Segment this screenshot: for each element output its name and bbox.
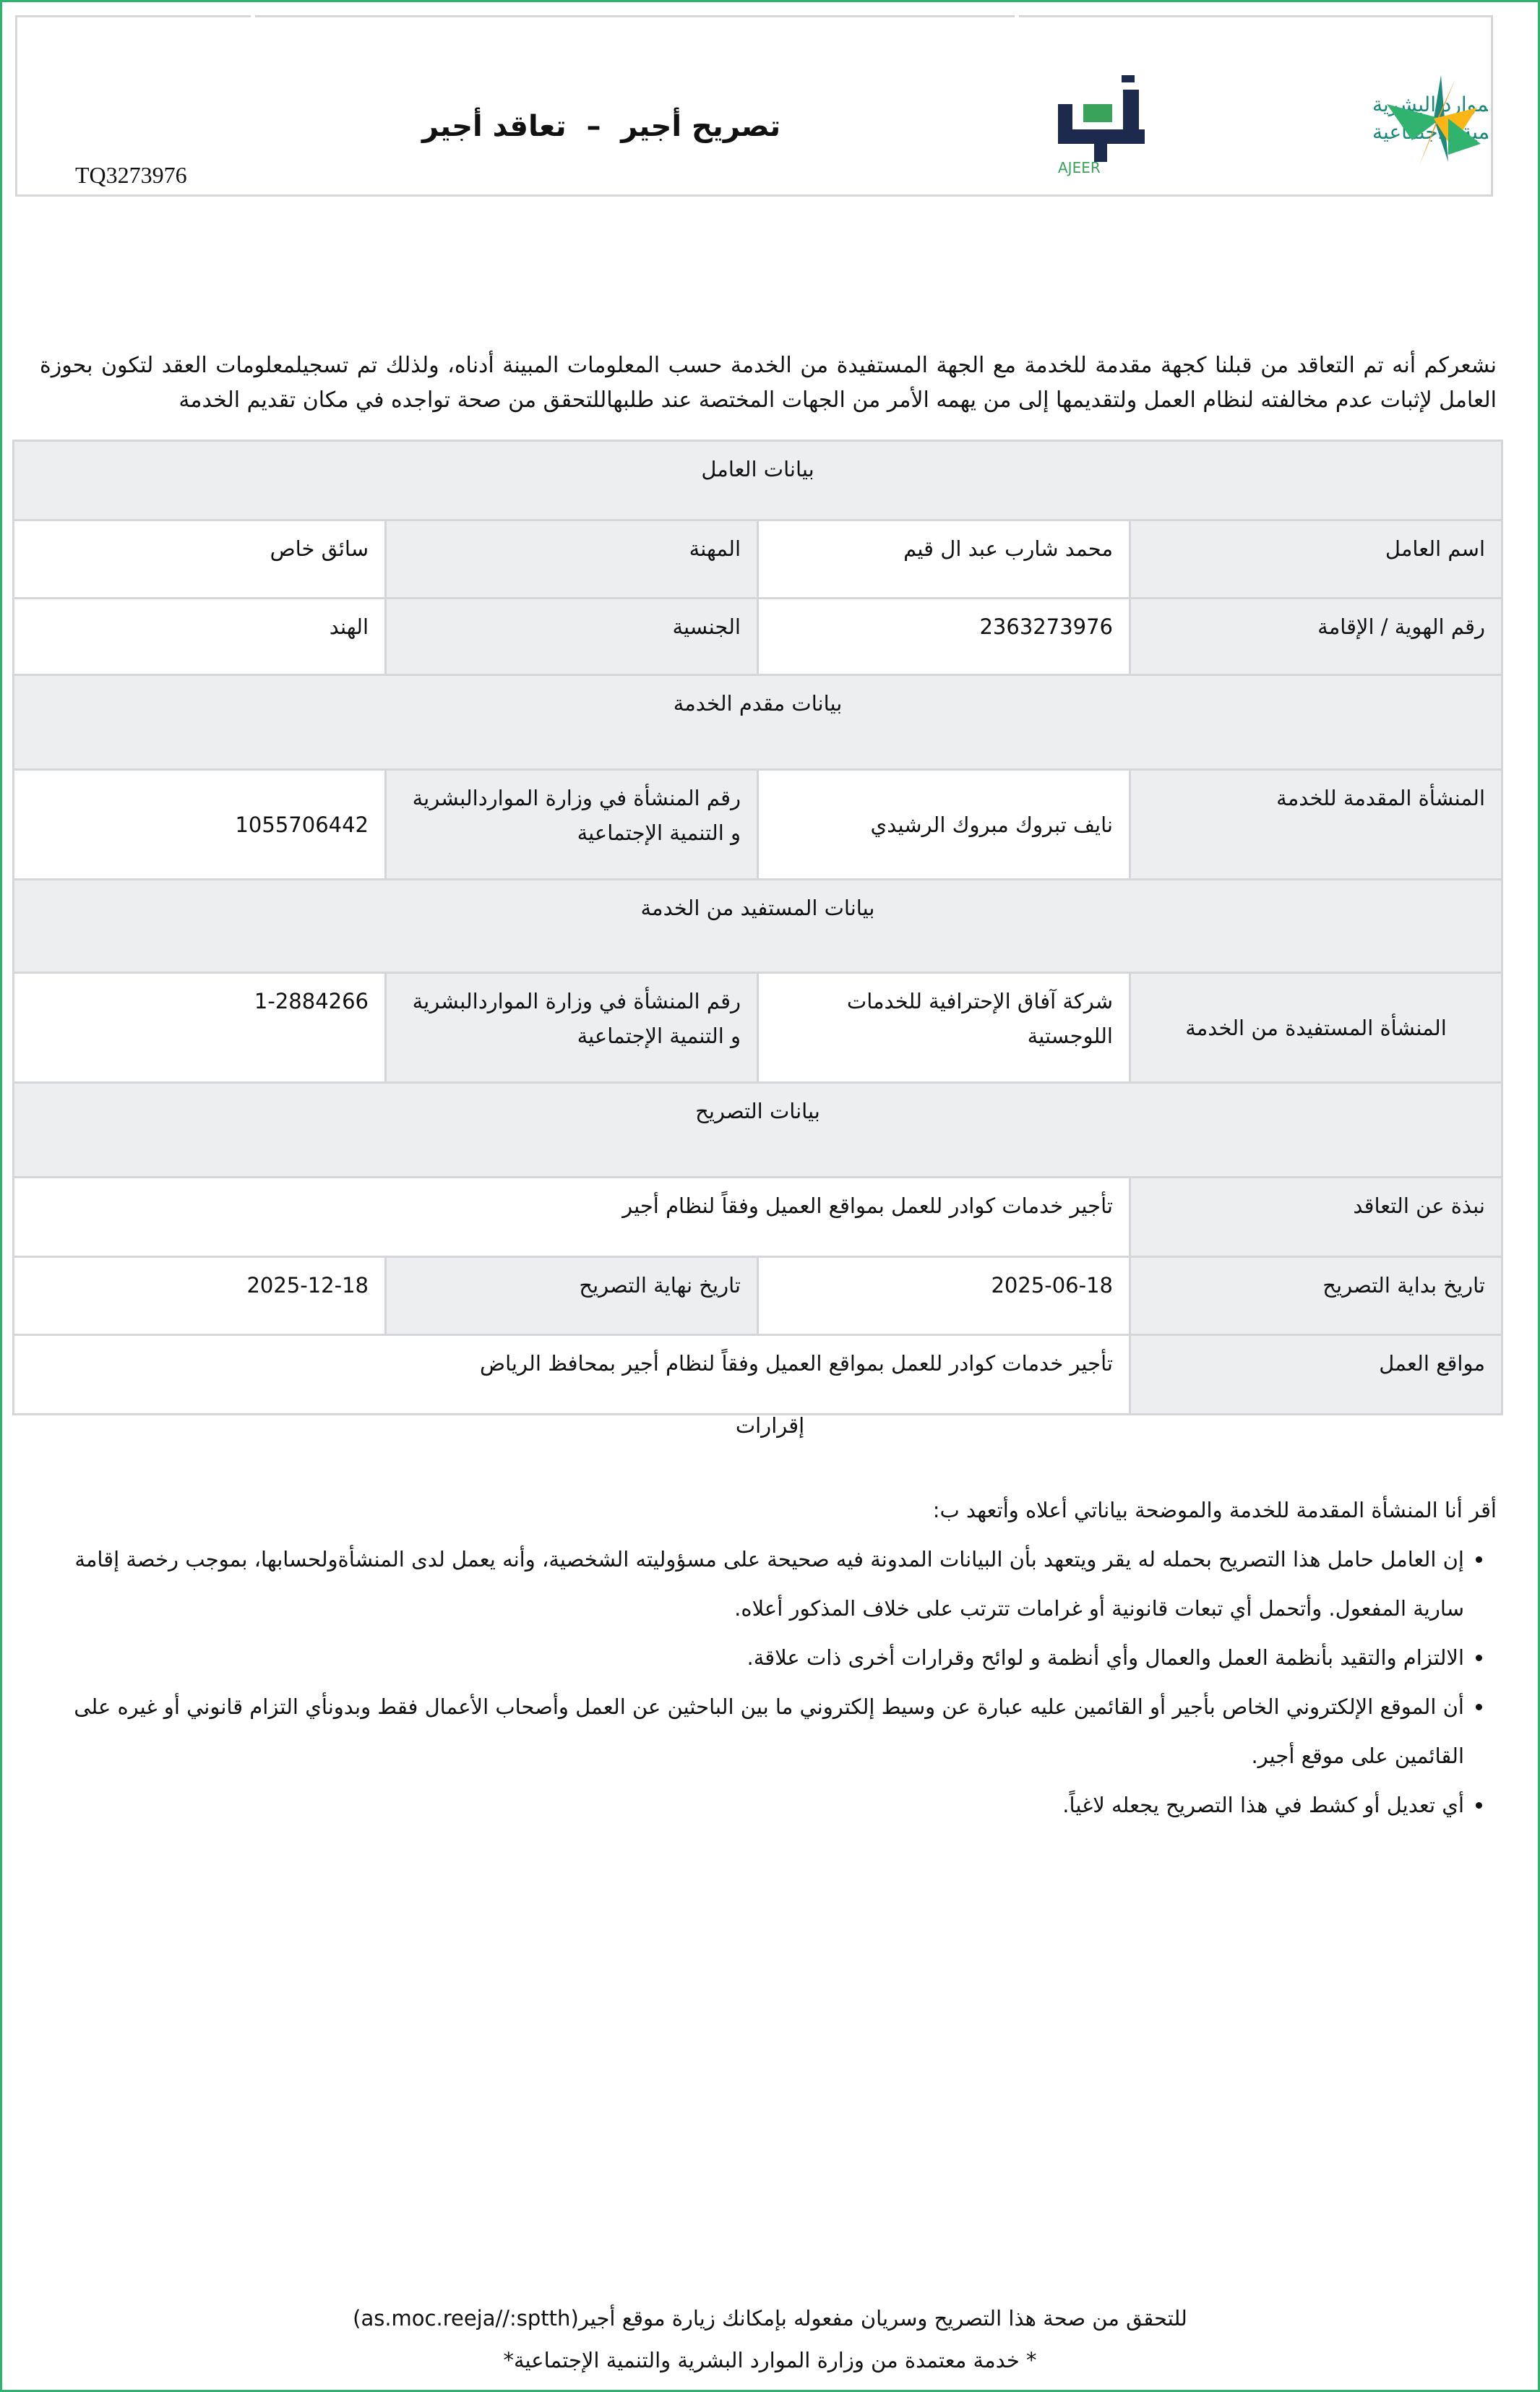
svg-text:AJEER: AJEER (1058, 159, 1101, 176)
declarations-intro: أقر أنا المنشأة المقدمة للخدمة والموضحة … (932, 1498, 1497, 1522)
job-label: المهنة (384, 519, 759, 599)
locations: تأجير خدمات كوادر للعمل بمواقع العميل وف… (12, 1334, 1131, 1415)
nationality-label: الجنسية (384, 597, 759, 676)
provider-number: 1055706442 (12, 768, 387, 880)
start-date: 2025-06-18 (757, 1256, 1131, 1336)
about: تأجير خدمات كوادر للعمل بمواقع العميل وف… (12, 1176, 1131, 1258)
job: سائق خاص (12, 519, 387, 599)
worker-name-label: اسم العامل (1129, 519, 1503, 599)
beneficiary-name: شركة آفاق الإحترافية للخدمات اللوجستية (757, 972, 1131, 1084)
declaration-item: أي تعديل أو كشط في هذا التصريح يجعله لاغ… (61, 1780, 1464, 1830)
end-date-label: تاريخ نهاية التصريح (384, 1256, 759, 1336)
approved-note: * خدمة معتمدة من وزارة الموارد البشرية و… (503, 2348, 1037, 2372)
provider-num-label: رقم المنشأة في وزارة المواردالبشرية و ال… (384, 768, 759, 880)
beneficiary-num-label: رقم المنشأة في وزارة المواردالبشرية و ال… (384, 972, 759, 1084)
nationality: الهند (12, 597, 387, 676)
section-provider: بيانات مقدم الخدمة (12, 674, 1503, 771)
beneficiary-label: المنشأة المستفيدة من الخدمة (1129, 972, 1503, 1084)
page-title: تصريح أجير – تعاقد أجير (422, 110, 781, 143)
section-beneficiary: بيانات المستفيد من الخدمة (12, 878, 1503, 974)
permit-table: بيانات العامل اسم العامل محمد شارب عبد ا… (12, 440, 1503, 1415)
declarations: أقر أنا المنشأة المقدمة للخدمة والموضحة … (61, 1486, 1497, 1830)
ministry-logo: الموارد البشرية والتنمية الاجتماعية (1372, 75, 1488, 166)
declarations-title: إقرارات (735, 1413, 805, 1438)
declaration-item: أن الموقع الإلكتروني الخاص بأجير أو القا… (61, 1682, 1464, 1780)
divider (1015, 15, 1019, 21)
intro-text: نشعركم أنه تم التعاقد من قبلنا كجهة مقدم… (40, 353, 1497, 413)
provider-name: نايف تبروك مبروك الرشيدي (757, 768, 1131, 880)
verify-note: للتحقق من صحة هذا التصريح وسريان مفعوله … (353, 2306, 1187, 2331)
ajeer-logo: AJEER (1058, 75, 1145, 176)
declaration-item: الالتزام والتقيد بأنظمة العمل والعمال وأ… (61, 1633, 1465, 1682)
section-worker: بيانات العامل (12, 440, 1503, 521)
header-box: تصريح أجير – تعاقد أجير TQ3273976 AJEER … (15, 15, 1493, 197)
section-permit: بيانات التصريح (12, 1081, 1503, 1178)
about-label: نبذة عن التعاقد (1129, 1176, 1503, 1258)
beneficiary-number: 1-2884266 (12, 972, 387, 1084)
provider-label: المنشأة المقدمة للخدمة (1129, 768, 1503, 880)
end-date: 2025-12-18 (12, 1256, 387, 1336)
worker-name: محمد شارب عبد ال قيم (757, 519, 1131, 599)
id-label: رقم الهوية / الإقامة (1129, 597, 1503, 676)
id-number: 2363273976 (757, 597, 1131, 676)
start-date-label: تاريخ بداية التصريح (1129, 1256, 1503, 1336)
reference-number: TQ3273976 (75, 162, 187, 188)
divider (251, 15, 255, 21)
locations-label: مواقع العمل (1129, 1334, 1503, 1415)
declaration-item: إن العامل حامل هذا التصريح بحمله له يقر … (61, 1535, 1464, 1633)
